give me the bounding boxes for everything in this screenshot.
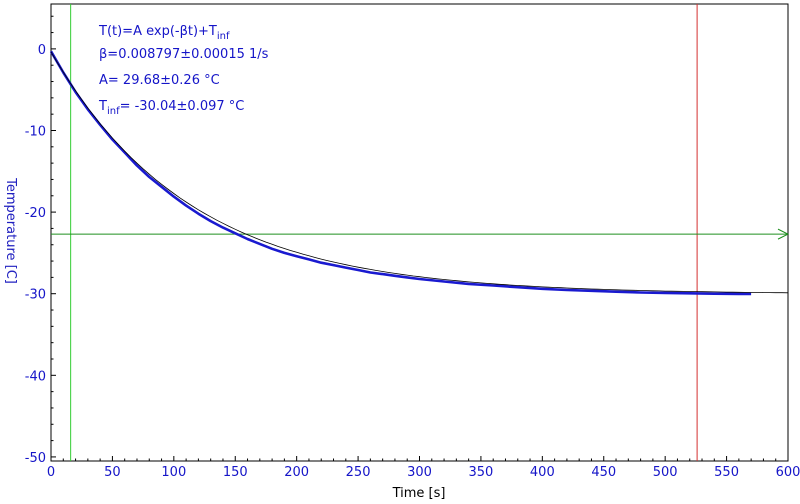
fit-formula-sub: inf <box>217 31 230 42</box>
fit-curve-line <box>50 51 789 294</box>
x-tick-label: 0 <box>47 465 55 480</box>
fit-formula-main: T(t)=A exp(-βt)+T <box>98 24 217 39</box>
fit-tinf-post: = -30.04±0.097 °C <box>120 99 245 114</box>
fit-tinf: Tinf= -30.04±0.097 °C <box>98 99 244 117</box>
x-tick-label: 150 <box>223 465 248 480</box>
fit-amplitude: A= 29.68±0.26 °C <box>99 73 220 88</box>
x-axis-label: Time [s] <box>392 486 446 501</box>
x-tick-label: 100 <box>161 465 186 480</box>
fit-annotation: T(t)=A exp(-βt)+Tinf β=0.008797±0.00015 … <box>98 24 269 117</box>
y-tick-label: -40 <box>25 369 46 384</box>
fit-beta: β=0.008797±0.00015 1/s <box>99 47 269 62</box>
x-tick-label: 550 <box>714 465 739 480</box>
x-tick-label: 350 <box>469 465 494 480</box>
fit-formula: T(t)=A exp(-βt)+Tinf <box>98 24 230 42</box>
y-tick-label: -20 <box>25 206 46 221</box>
fit-tinf-pre: T <box>98 99 107 114</box>
x-tick-label: 300 <box>407 465 432 480</box>
fit-tinf-sub: inf <box>107 106 120 117</box>
x-tick-label: 400 <box>530 465 555 480</box>
y-axis-label: Temperature [C] <box>3 177 18 284</box>
x-tick-label: 500 <box>653 465 678 480</box>
horizontal-cursor-arrow-icon <box>777 228 790 240</box>
x-tick-label: 450 <box>591 465 616 480</box>
x-tick-label: 50 <box>104 465 121 480</box>
y-tick-label: -10 <box>25 124 46 139</box>
y-tick-label: -50 <box>25 451 46 466</box>
data-series-line <box>49 50 752 296</box>
x-tick-label: 200 <box>284 465 309 480</box>
y-tick-label: 0 <box>38 43 46 58</box>
x-tick-label: 250 <box>346 465 371 480</box>
x-tick-label: 600 <box>776 465 800 480</box>
y-tick-label: -30 <box>25 288 46 303</box>
